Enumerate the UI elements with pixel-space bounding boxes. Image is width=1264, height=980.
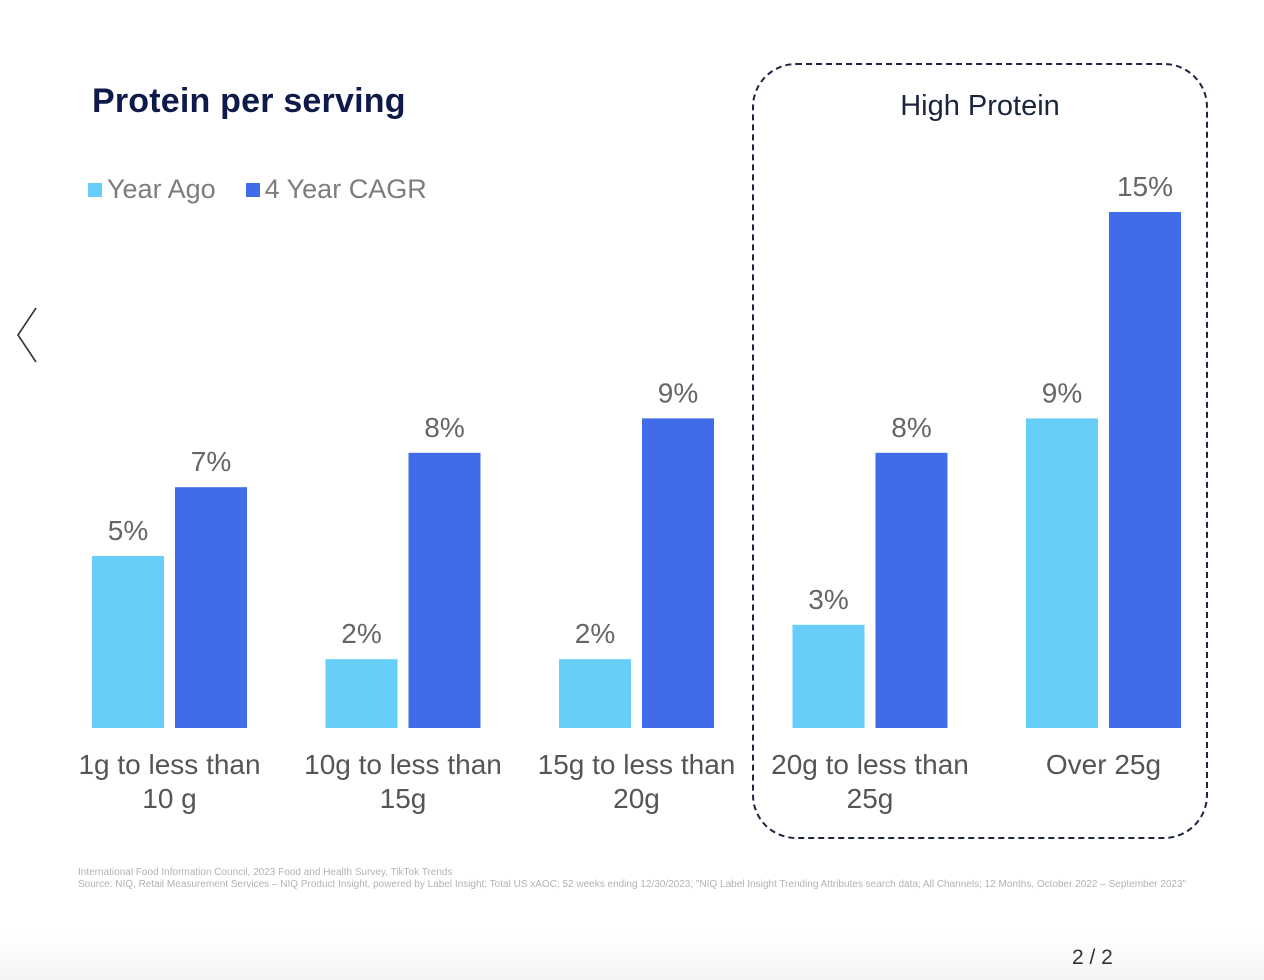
data-label-year-ago-3: 3%: [808, 584, 848, 615]
data-label-cagr-0: 7%: [191, 446, 231, 477]
bar-year-ago-0: [92, 556, 164, 728]
source-line-2: Source: NIQ, Retail Measurement Services…: [78, 879, 1187, 890]
chart-title: Protein per serving: [92, 82, 406, 120]
chevron-left-icon[interactable]: [10, 304, 44, 366]
category-label-1: 10g to less than 15g: [304, 749, 502, 814]
category-label-0: 1g to less than 10 g: [78, 749, 260, 814]
bar-cagr-2: [642, 418, 714, 728]
viewer-bottom-bar: [0, 932, 1264, 980]
data-label-year-ago-2: 2%: [575, 618, 615, 649]
source-line-1: International Food Information Council, …: [78, 867, 453, 878]
bar-cagr-0: [175, 487, 247, 728]
bar-year-ago-2: [559, 659, 631, 728]
page-indicator: 2 / 2: [1072, 946, 1113, 969]
data-label-year-ago-1: 2%: [341, 618, 381, 649]
data-label-year-ago-0: 5%: [108, 515, 148, 546]
data-label-cagr-2: 9%: [658, 377, 698, 408]
legend-swatch-cagr: [245, 182, 260, 197]
data-label-cagr-4: 15%: [1117, 171, 1173, 202]
legend-label-cagr: 4 Year CAGR: [264, 174, 427, 204]
data-label-year-ago-4: 9%: [1042, 377, 1082, 408]
legend-label-year-ago: Year Ago: [107, 174, 216, 204]
category-label-4: Over 25g: [1046, 749, 1161, 780]
bar-cagr-1: [408, 452, 481, 728]
category-label-3: 20g to less than 25g: [771, 749, 969, 814]
legend: Year Ago 4 Year CAGR: [88, 174, 427, 205]
bar-cagr-4: [1109, 212, 1181, 728]
category-label-2: 15g to less than 20g: [538, 749, 736, 814]
legend-item-year-ago: Year Ago: [88, 174, 216, 205]
source-notes: International Food Information Council, …: [78, 867, 1186, 891]
bar-year-ago-4: [1026, 418, 1098, 728]
legend-item-cagr: 4 Year CAGR: [245, 174, 427, 205]
bar-year-ago-3: [792, 624, 865, 728]
high-protein-highlight-box: [752, 63, 1208, 839]
bar-cagr-3: [875, 452, 948, 728]
bar-year-ago-1: [325, 659, 398, 728]
data-label-cagr-1: 8%: [424, 412, 464, 443]
high-protein-label: High Protein: [900, 90, 1060, 122]
data-label-cagr-3: 8%: [891, 412, 931, 443]
legend-swatch-year-ago: [88, 182, 102, 197]
